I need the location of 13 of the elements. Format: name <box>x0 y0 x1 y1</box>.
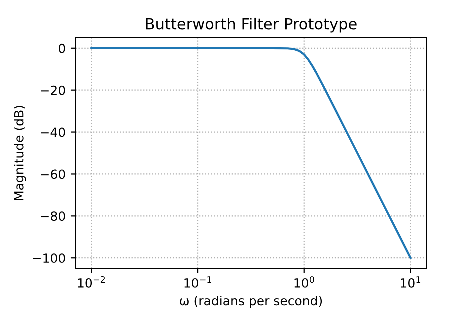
y-tick-label: −100 <box>33 254 66 264</box>
x-tick-label: 10$^{1}$ <box>401 276 421 288</box>
chart-title: Butterworth Filter Prototype <box>146 18 357 33</box>
y-tick-label: −20 <box>41 86 66 96</box>
y-tick-label: 0 <box>58 44 66 54</box>
y-tick-label: −60 <box>41 170 66 180</box>
y-tick-label: −40 <box>41 128 66 138</box>
x-axis-title: ω (radians per second) <box>180 296 322 308</box>
y-axis-title: Magnitude (dB) <box>14 106 26 200</box>
y-tick-label: −80 <box>41 212 66 222</box>
x-tick-label: 10$^{−2}$ <box>78 276 106 288</box>
x-tick-label: 10$^{−1}$ <box>184 276 212 288</box>
x-tick-label: 10$^{0}$ <box>294 276 314 288</box>
